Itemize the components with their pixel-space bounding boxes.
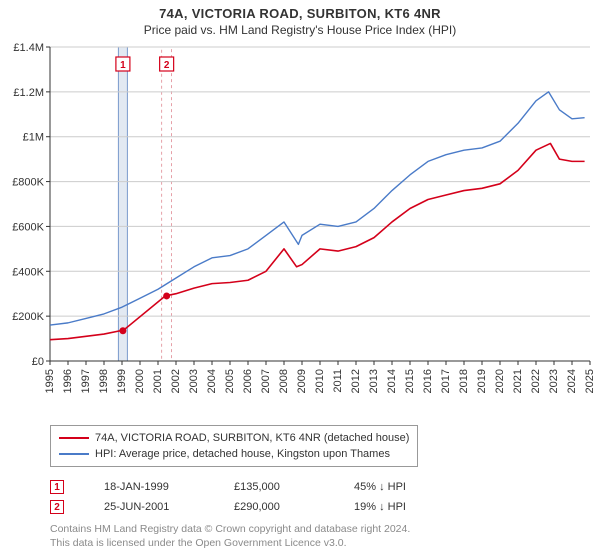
svg-text:2007: 2007 — [260, 369, 272, 393]
svg-text:2006: 2006 — [242, 369, 254, 393]
sales-row: 1 18-JAN-1999 £135,000 45% ↓ HPI — [50, 477, 600, 497]
svg-text:£800K: £800K — [12, 177, 44, 189]
svg-text:2025: 2025 — [584, 369, 596, 393]
svg-text:2009: 2009 — [296, 369, 308, 393]
svg-text:2008: 2008 — [278, 369, 290, 393]
svg-text:1996: 1996 — [62, 369, 74, 393]
legend-swatch — [59, 453, 89, 455]
line-chart: £0 £200K £400K £600K £800K £1M £1.2M £1.4M 1995 1… — [0, 41, 600, 421]
sale-delta: 45% ↓ HPI — [354, 481, 444, 493]
sales-row: 2 25-JUN-2001 £290,000 19% ↓ HPI — [50, 497, 600, 517]
svg-text:2000: 2000 — [134, 369, 146, 393]
svg-text:2016: 2016 — [422, 369, 434, 393]
legend-label: HPI: Average price, detached house, King… — [95, 448, 390, 460]
svg-text:£1.4M: £1.4M — [13, 42, 44, 54]
svg-text:2015: 2015 — [404, 369, 416, 393]
legend-item: HPI: Average price, detached house, King… — [59, 446, 409, 462]
svg-text:£1.2M: £1.2M — [13, 87, 44, 99]
sale-price: £135,000 — [234, 481, 314, 493]
legend-item: 74A, VICTORIA ROAD, SURBITON, KT6 4NR (d… — [59, 430, 409, 446]
chart-titles: 74A, VICTORIA ROAD, SURBITON, KT6 4NR Pr… — [0, 0, 600, 41]
svg-text:£200K: £200K — [12, 311, 44, 323]
legend-label: 74A, VICTORIA ROAD, SURBITON, KT6 4NR (d… — [95, 432, 409, 444]
sales-table: 1 18-JAN-1999 £135,000 45% ↓ HPI 2 25-JUN-200… — [50, 477, 600, 517]
svg-text:2018: 2018 — [458, 369, 470, 393]
svg-text:2005: 2005 — [224, 369, 236, 393]
svg-text:1: 1 — [120, 60, 126, 71]
sale-date: 25-JUN-2001 — [104, 501, 194, 513]
licence-line1: Contains HM Land Registry data © Crown c… — [50, 523, 600, 537]
sale-delta: 19% ↓ HPI — [354, 501, 444, 513]
licence-line2: This data is licensed under the Open Gov… — [50, 537, 600, 551]
licence-text: Contains HM Land Registry data © Crown c… — [50, 523, 600, 550]
svg-text:1995: 1995 — [44, 369, 56, 393]
sale-price: £290,000 — [234, 501, 314, 513]
svg-text:2002: 2002 — [170, 369, 182, 393]
title-address: 74A, VICTORIA ROAD, SURBITON, KT6 4NR — [0, 6, 600, 21]
svg-text:1999: 1999 — [116, 369, 128, 393]
sale-marker-icon: 2 — [50, 500, 64, 514]
svg-text:£400K: £400K — [12, 266, 44, 278]
svg-text:£0: £0 — [32, 356, 44, 368]
svg-text:2: 2 — [164, 60, 170, 71]
title-subtitle: Price paid vs. HM Land Registry's House … — [0, 23, 600, 37]
svg-text:1997: 1997 — [80, 369, 92, 393]
svg-text:£1M: £1M — [23, 132, 44, 144]
svg-text:2014: 2014 — [386, 369, 398, 393]
chart-area: £0 £200K £400K £600K £800K £1M £1.2M £1.4M 1995 1… — [0, 41, 600, 421]
svg-text:2020: 2020 — [494, 369, 506, 393]
svg-text:2024: 2024 — [566, 369, 578, 393]
svg-text:£600K: £600K — [12, 221, 44, 233]
sale-marker-icon: 1 — [50, 480, 64, 494]
svg-text:2021: 2021 — [512, 369, 524, 393]
svg-text:2004: 2004 — [206, 369, 218, 393]
svg-text:1998: 1998 — [98, 369, 110, 393]
legend-swatch — [59, 437, 89, 439]
legend: 74A, VICTORIA ROAD, SURBITON, KT6 4NR (d… — [50, 425, 418, 467]
svg-text:2010: 2010 — [314, 369, 326, 393]
svg-text:2001: 2001 — [152, 369, 164, 393]
svg-text:2022: 2022 — [530, 369, 542, 393]
svg-text:2017: 2017 — [440, 369, 452, 393]
svg-text:2023: 2023 — [548, 369, 560, 393]
svg-text:2019: 2019 — [476, 369, 488, 393]
svg-text:2012: 2012 — [350, 369, 362, 393]
svg-text:2011: 2011 — [332, 369, 344, 393]
sale-date: 18-JAN-1999 — [104, 481, 194, 493]
svg-text:2013: 2013 — [368, 369, 380, 393]
svg-text:2003: 2003 — [188, 369, 200, 393]
